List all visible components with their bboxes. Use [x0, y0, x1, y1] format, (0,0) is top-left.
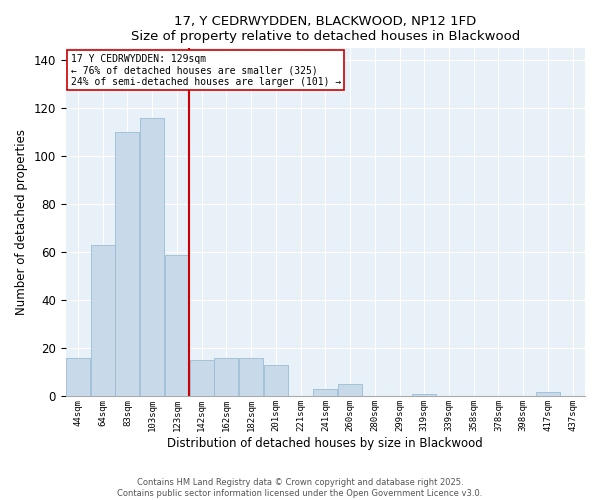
- Bar: [115, 132, 139, 396]
- Bar: [338, 384, 362, 396]
- Bar: [165, 255, 189, 396]
- Bar: [66, 358, 90, 397]
- Bar: [140, 118, 164, 396]
- Title: 17, Y CEDRWYDDEN, BLACKWOOD, NP12 1FD
Size of property relative to detached hous: 17, Y CEDRWYDDEN, BLACKWOOD, NP12 1FD Si…: [131, 15, 520, 43]
- Text: Contains HM Land Registry data © Crown copyright and database right 2025.
Contai: Contains HM Land Registry data © Crown c…: [118, 478, 482, 498]
- Text: 17 Y CEDRWYDDEN: 129sqm
← 76% of detached houses are smaller (325)
24% of semi-d: 17 Y CEDRWYDDEN: 129sqm ← 76% of detache…: [71, 54, 341, 87]
- Bar: [214, 358, 238, 397]
- Bar: [190, 360, 214, 396]
- Bar: [91, 245, 115, 396]
- Bar: [536, 392, 560, 396]
- Bar: [412, 394, 436, 396]
- Bar: [239, 358, 263, 397]
- X-axis label: Distribution of detached houses by size in Blackwood: Distribution of detached houses by size …: [167, 437, 483, 450]
- Bar: [313, 389, 337, 396]
- Bar: [264, 365, 288, 396]
- Y-axis label: Number of detached properties: Number of detached properties: [15, 130, 28, 316]
